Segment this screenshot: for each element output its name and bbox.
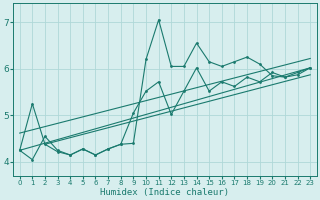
X-axis label: Humidex (Indice chaleur): Humidex (Indice chaleur) (100, 188, 229, 197)
